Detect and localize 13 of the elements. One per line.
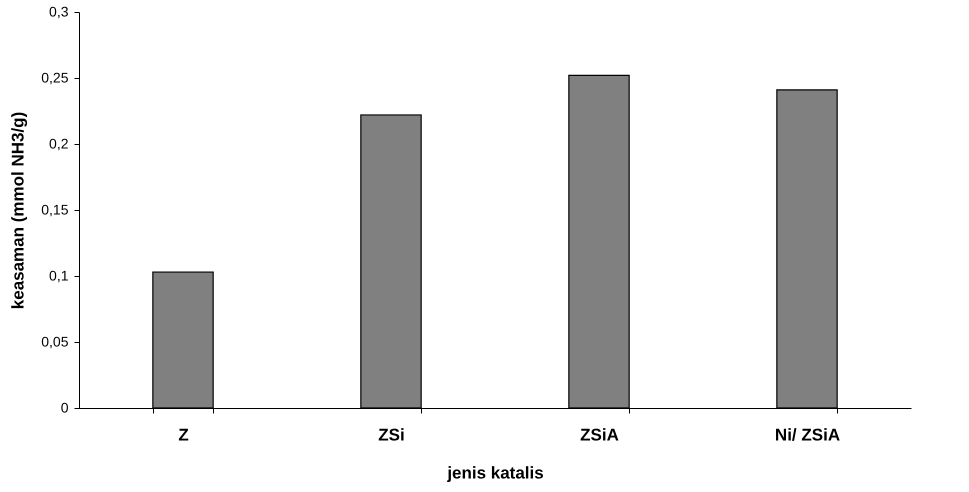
y-tick-label: 0,15 [41, 202, 69, 218]
y-tick-label: 0 [60, 400, 69, 416]
y-tick-label: 0,1 [49, 268, 69, 284]
y-tick-label: 0,3 [49, 4, 69, 20]
y-tick-label: 0,2 [49, 136, 69, 152]
x-tick-label: ZSi [378, 426, 405, 444]
y-tick-label: 0,05 [41, 334, 69, 350]
x-tick-label: Ni/ ZSiA [774, 426, 840, 444]
x-tick-label: ZSiA [580, 426, 619, 444]
x-axis-title: jenis katalis [446, 464, 544, 482]
y-tick-label: 0,25 [41, 70, 69, 86]
y-axis-title: keasaman (mmol NH3/g) [8, 112, 28, 310]
x-tick-label: Z [178, 426, 189, 444]
